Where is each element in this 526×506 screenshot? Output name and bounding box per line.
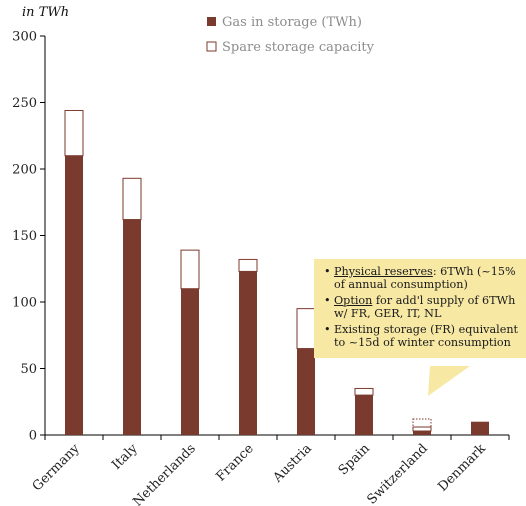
x-tick-label-germany: Germany [30, 441, 84, 495]
bar-gas-france [239, 271, 257, 435]
callout-item-existing-storage: Existing storage (FR) equivalent to ~15d… [324, 323, 522, 349]
x-tick-label-austria: Austria [270, 441, 315, 486]
bar-gas-austria [297, 348, 315, 435]
bar-gas-netherlands [181, 288, 199, 435]
bar-spare-switzerland [412, 426, 432, 432]
bar-gas-spain [355, 395, 373, 435]
bar-extra-capacity-switzerland [412, 418, 432, 428]
bars [64, 109, 489, 435]
bar-gas-switzerland [413, 431, 431, 435]
bar-spare-austria [296, 308, 316, 350]
x-tick-label-france: France [213, 441, 257, 485]
legend-label-gas: Gas in storage (TWh) [222, 15, 362, 30]
legend-swatch-spare [206, 41, 217, 52]
bar-gas-italy [123, 219, 141, 435]
legend-label-spare: Spare storage capacity [222, 40, 375, 55]
x-tick-label-spain: Spain [336, 441, 374, 479]
legend: Gas in storage (TWh) Spare storage capac… [206, 15, 375, 55]
x-tick-label-italy: Italy [109, 441, 141, 473]
bar-spare-france [238, 258, 258, 272]
legend-swatch-gas [207, 17, 216, 26]
callout-pointer [428, 366, 470, 396]
y-tick-label: 100 [12, 296, 37, 311]
unit-label: in TWh [22, 5, 69, 20]
y-tick-label: 250 [12, 96, 37, 111]
x-tick-label-netherlands: Netherlands [130, 441, 198, 506]
bar-gas-germany [65, 155, 83, 435]
x-tick-label-denmark: Denmark [435, 441, 489, 495]
bar-gas-denmark [471, 421, 489, 435]
callout-item-physical-reserves: Physical reserves: 6TWh (~15% of annual … [324, 265, 522, 291]
y-tick-label: 150 [12, 229, 37, 244]
bar-spare-netherlands [180, 249, 200, 290]
bar-spare-germany [64, 109, 84, 157]
callout-box: Physical reserves: 6TWh (~15% of annual … [314, 259, 526, 358]
y-tick-label: 0 [29, 429, 37, 444]
y-axis: 0 50 100 150 200 250 300 [12, 30, 510, 444]
y-tick-label: 50 [20, 362, 37, 377]
y-tick-label: 200 [12, 163, 37, 178]
bar-spare-italy [122, 177, 142, 221]
x-tick-label-switzerland: Switzerland [365, 441, 431, 506]
bar-spare-spain [354, 387, 374, 396]
callout-item-option: Option for add'l supply of 6TWh w/ FR, G… [324, 294, 522, 320]
y-tick-label: 300 [12, 30, 37, 45]
